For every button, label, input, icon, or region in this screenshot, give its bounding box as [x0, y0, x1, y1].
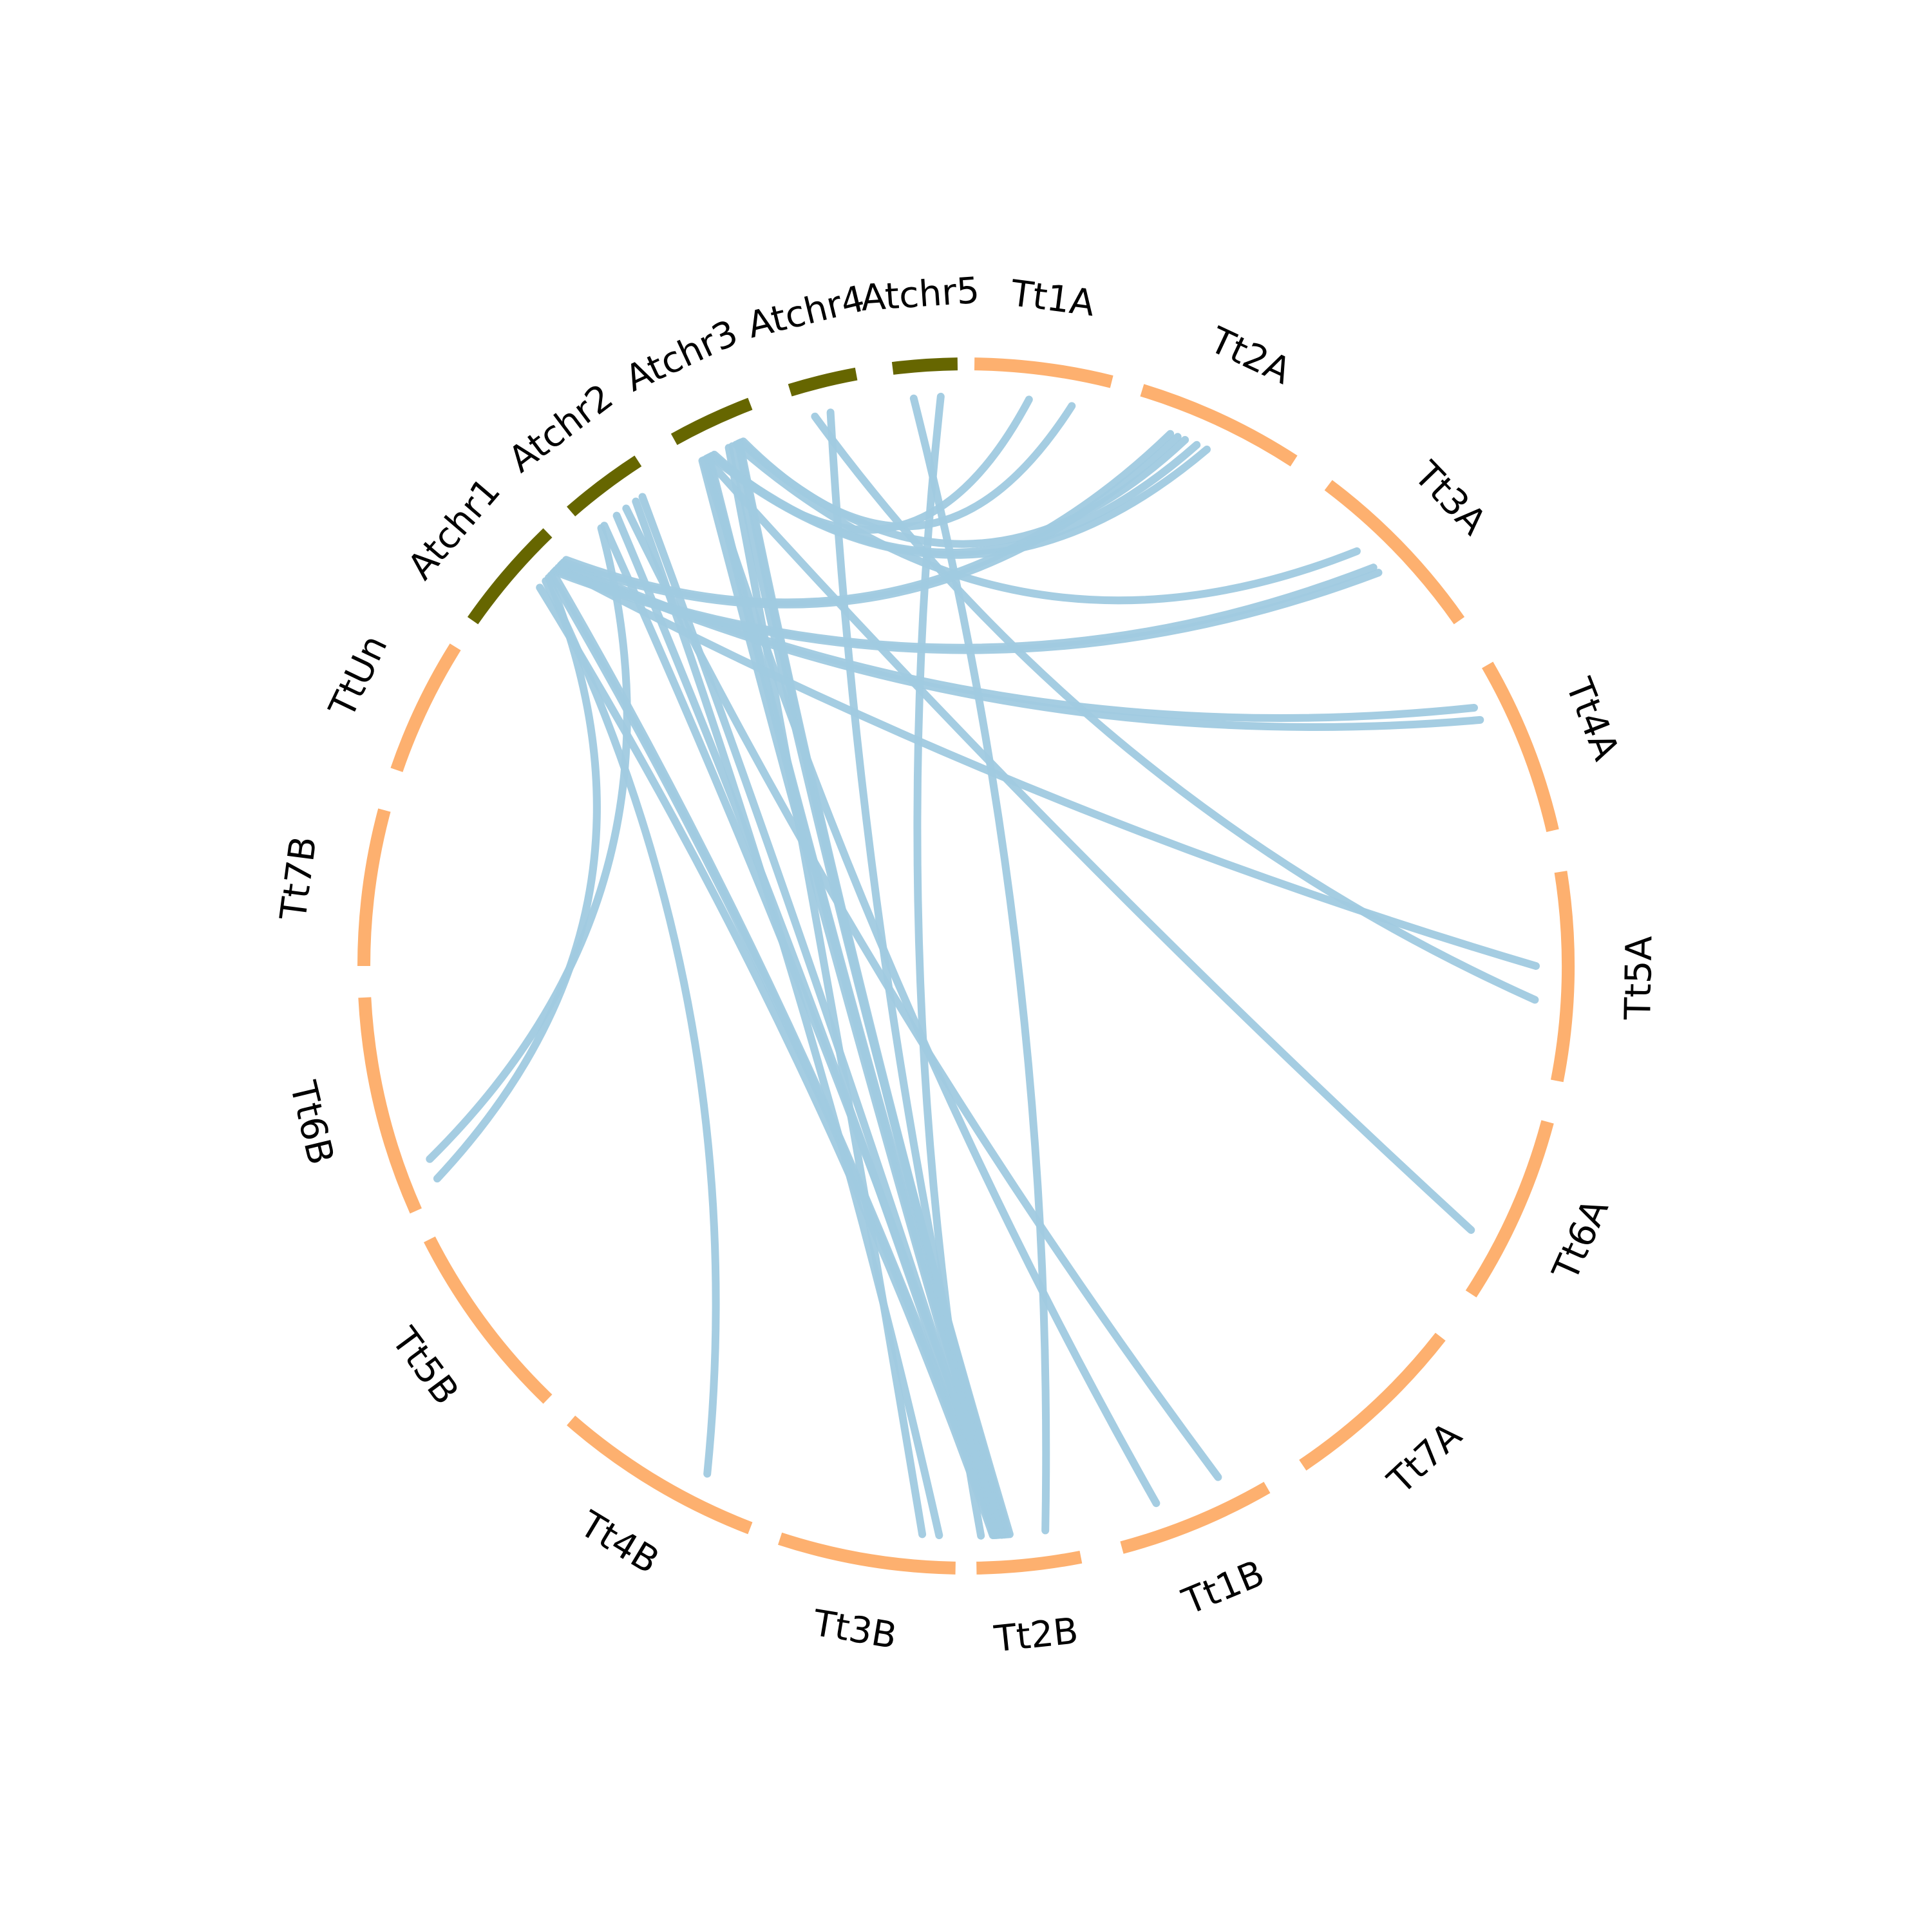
link-Atchr3-Tt3A — [732, 440, 1361, 605]
label-Tt4A: Tt4A — [1557, 672, 1627, 766]
label-Atchr3: Atchr3 — [619, 312, 744, 401]
label-Tt5A: Tt5A — [1617, 936, 1660, 1021]
label-Tt3B: Tt3B — [810, 1602, 900, 1658]
link-Atchr3-Tt2A — [737, 436, 1189, 548]
chromosome-Atchr2 — [567, 455, 642, 516]
link-Atchr2-Tt2B — [600, 522, 1006, 1539]
label-Tt2A: Tt2A — [1203, 319, 1297, 393]
link-Atchr1-Tt4B — [542, 577, 720, 1478]
chromosome-Tt4A — [1482, 661, 1559, 832]
link-Atchr1-Tt2A — [560, 433, 1182, 609]
chromosome-Atchr5 — [891, 357, 958, 375]
link-Atchr1-Tt3A — [551, 567, 1383, 654]
chromosome-Atchr3 — [670, 397, 753, 445]
chromosome-Tt7A — [1299, 1332, 1446, 1471]
label-TtUn: TtUn — [321, 629, 395, 724]
label-Tt6A: Tt6A — [1544, 1193, 1617, 1287]
label-Atchr2: Atchr2 — [501, 376, 621, 481]
chromosome-Tt4B — [567, 1416, 753, 1535]
chromosome-Tt5B — [423, 1236, 553, 1404]
chromosome-Tt1B — [1120, 1482, 1271, 1554]
chromosome-Tt6B — [358, 997, 422, 1214]
chromosome-ring — [357, 357, 1575, 1575]
chromosome-Tt6A — [1465, 1120, 1554, 1298]
chromosome-Tt7B — [357, 808, 391, 967]
link-Atchr1-Tt6B — [433, 574, 601, 1183]
chromosome-Tt2A — [1140, 384, 1298, 467]
link-Atchr3-Tt6A — [703, 455, 1475, 1234]
link-Atchr1-Tt5A — [554, 564, 1540, 970]
label-Tt3A: Tt3A — [1405, 453, 1494, 543]
link-Atchr3-Tt3B — [724, 444, 927, 1539]
chromosome-Tt3A — [1324, 480, 1465, 625]
label-Tt7A: Tt7A — [1379, 1414, 1470, 1502]
label-Tt1A: Tt1A — [1008, 272, 1097, 325]
chromosome-Tt3B — [778, 1532, 956, 1575]
synteny-links — [426, 392, 1540, 1540]
chromosome-Atchr4 — [788, 367, 858, 397]
label-Tt5B: Tt5B — [383, 1320, 467, 1412]
chromosome-Atchr1 — [467, 528, 553, 625]
chromosome-Tt1A — [974, 357, 1113, 388]
link-Atchr3-Tt2A — [706, 445, 1211, 559]
chromosome-Tt5A — [1550, 871, 1575, 1083]
label-Atchr4: Atchr4 — [743, 278, 868, 346]
label-Atchr5: Atchr5 — [860, 270, 981, 319]
link-Atchr2-Tt3B — [632, 497, 943, 1539]
label-Tt6B: Tt6B — [281, 1077, 342, 1169]
link-Atchr1-Tt2B — [536, 583, 997, 1539]
label-Tt1B: Tt1B — [1176, 1553, 1270, 1624]
label-Tt7B: Tt7B — [272, 834, 325, 923]
link-Atchr3-Tt1B — [699, 456, 1160, 1508]
chromosome-TtUn — [390, 643, 461, 772]
label-Atchr1: Atchr1 — [400, 470, 509, 587]
link-Atchr5-Tt2B — [909, 394, 1050, 1535]
label-Tt2B: Tt2B — [992, 1610, 1080, 1660]
link-Atchr2-Tt1B — [622, 504, 1222, 1481]
chromosome-Tt2B — [976, 1550, 1083, 1575]
link-Atchr3-Tt2B — [728, 442, 1014, 1539]
link-Atchr2-Tt6B — [426, 524, 631, 1163]
label-Tt4B: Tt4B — [572, 1503, 666, 1582]
